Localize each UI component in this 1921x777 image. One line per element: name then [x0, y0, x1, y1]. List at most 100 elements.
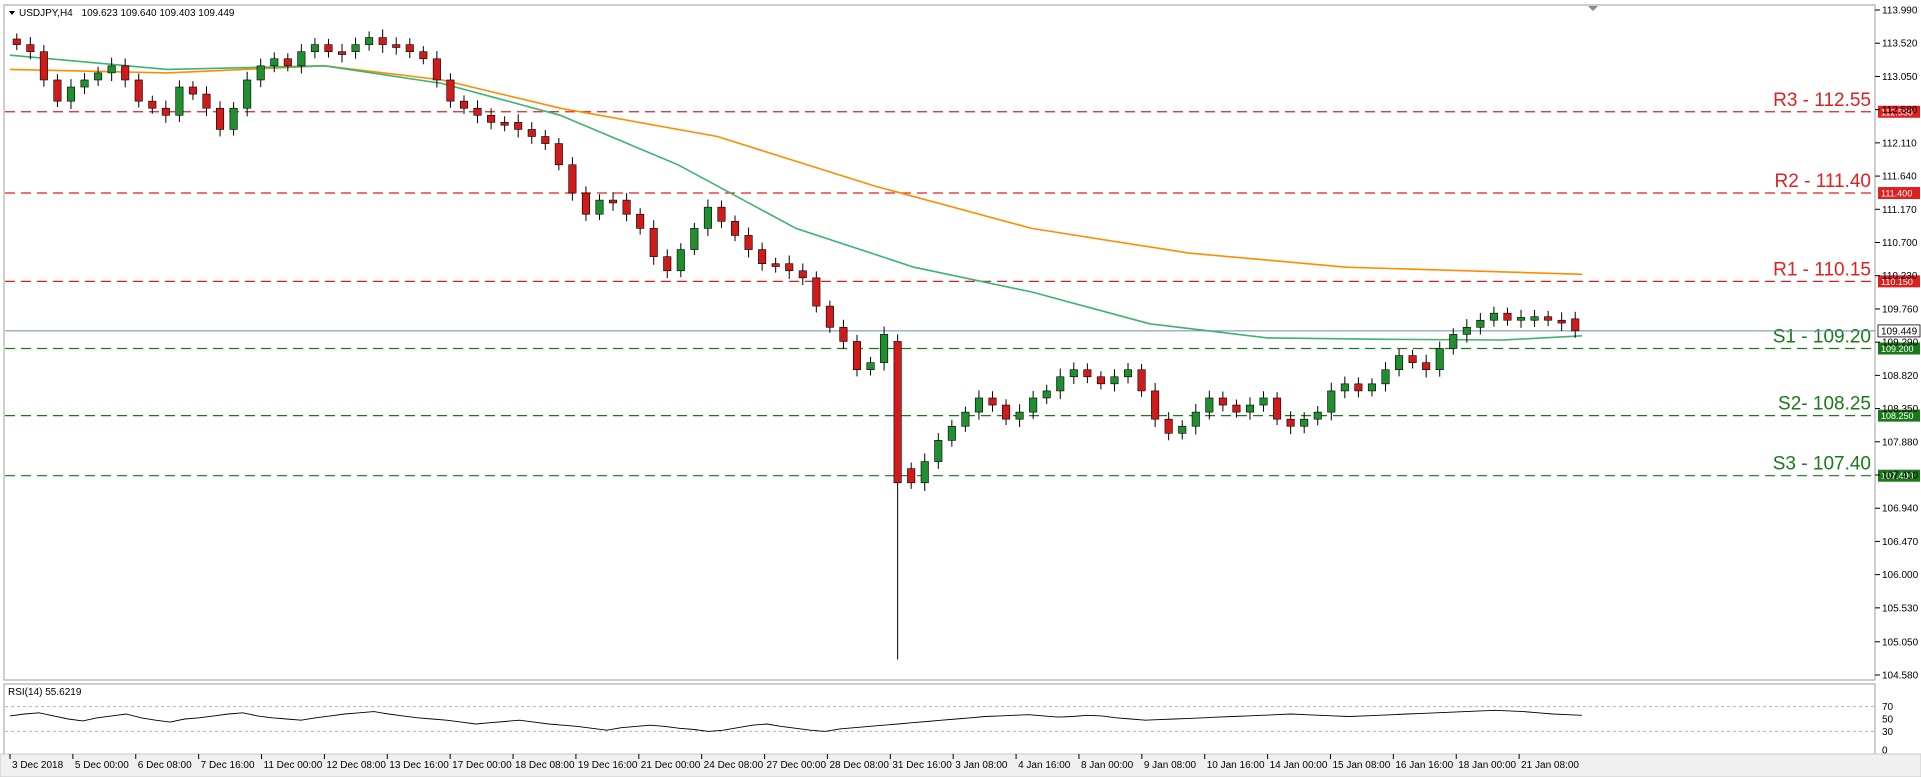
candle-body-82 — [1123, 369, 1133, 378]
candle-body-60 — [825, 305, 834, 328]
candle-body-42 — [581, 192, 590, 215]
level-tag-bg-3 — [1878, 342, 1920, 355]
candle-body-76 — [1042, 390, 1051, 399]
level-tag-5: 107.400 — [1881, 471, 1914, 481]
ma-slow-line — [9, 64, 1583, 276]
time-tick-label-10: 21 Dec 00:00 — [641, 760, 701, 771]
candle-body-9 — [134, 79, 143, 102]
candle-body-81 — [1110, 376, 1119, 385]
collapse-triangle-icon[interactable] — [9, 11, 15, 15]
ma-fast-line — [9, 54, 1583, 341]
level-tag-1: 111.400 — [1881, 189, 1912, 199]
time-tick-label-3: 7 Dec 16:00 — [201, 760, 255, 771]
candle-body-38 — [527, 129, 536, 137]
candle-body-12 — [175, 86, 184, 116]
candle-body-89 — [1218, 397, 1227, 406]
candle-body-94 — [1286, 418, 1295, 427]
time-tick-label-14: 31 Dec 16:00 — [892, 760, 952, 771]
time-tick-label-12: 27 Dec 00:00 — [767, 760, 827, 771]
level-label-4: S2- 108.25 — [1778, 394, 1871, 415]
time-tick-label-17: 8 Jan 00:00 — [1081, 760, 1134, 771]
time-tick-label-18: 9 Jan 08:00 — [1144, 760, 1197, 771]
rsi-label: RSI(14) 55.6219 — [8, 687, 82, 698]
candle-body-22 — [310, 44, 319, 52]
rsi-panel-frame — [3, 683, 1876, 755]
candle-body-34 — [473, 107, 482, 116]
candle-body-55 — [758, 249, 767, 265]
time-tick-label-11: 24 Dec 08:00 — [704, 760, 764, 771]
time-tick-label-4: 11 Dec 00:00 — [264, 760, 323, 771]
candle-body-26 — [365, 37, 374, 45]
candle-body-70 — [961, 411, 970, 427]
candle-body-17 — [243, 79, 252, 109]
candle-body-10 — [148, 100, 157, 109]
time-tick-label-20: 14 Jan 00:00 — [1270, 760, 1328, 771]
level-label-1: R2 - 111.40 — [1775, 171, 1871, 192]
candle-body-112 — [1530, 316, 1539, 321]
time-axis: 3 Dec 2018 5 Dec 00:00 6 Dec 08:00 7 Dec 16… — [9, 754, 1579, 771]
candle-body-3 — [53, 79, 62, 102]
candle-body-103 — [1408, 355, 1417, 363]
candle-body-63 — [866, 362, 875, 371]
candle-body-65 — [893, 341, 902, 484]
candle-body-97 — [1327, 390, 1336, 413]
candle-body-85 — [1164, 418, 1173, 434]
candle-body-39 — [541, 136, 550, 144]
level-label-2: R1 - 110.15 — [1773, 259, 1871, 280]
candle-body-80 — [1096, 376, 1105, 385]
candle-body-74 — [1015, 411, 1024, 420]
candle-body-91 — [1245, 404, 1255, 413]
price-tick-label-9: 109.760 — [1882, 304, 1919, 315]
time-tick-label-2: 6 Dec 08:00 — [138, 760, 192, 771]
time-tick-label-7: 17 Dec 00:00 — [452, 760, 512, 771]
candle-body-75 — [1029, 397, 1038, 413]
candle-body-0 — [12, 38, 21, 45]
candle-body-13 — [188, 86, 197, 95]
level-tag-2: 110.150 — [1881, 277, 1913, 287]
price-tick-label-10: 109.290 — [1882, 338, 1919, 349]
candle-body-1 — [26, 44, 35, 52]
level-label-3: S1 - 109.20 — [1773, 327, 1871, 348]
level-tag-bg-1 — [1878, 187, 1920, 200]
time-tick-label-5: 12 Dec 08:00 — [326, 760, 386, 771]
time-tick-label-24: 21 Jan 08:00 — [1521, 760, 1579, 771]
rsi-line — [9, 709, 1583, 732]
price-tick-label-12: 108.350 — [1882, 404, 1919, 415]
candle-body-54 — [744, 235, 753, 250]
candle-body-27 — [378, 37, 387, 45]
rsi-tick-label-2: 30 — [1882, 727, 1894, 738]
candle-body-30 — [419, 51, 428, 60]
candle-body-28 — [392, 44, 401, 48]
levels-layer: R3 - 112.55 112.550 R2 - 111.40 111.400 R1 -… — [5, 90, 1921, 482]
price-tick-label-19: 105.050 — [1882, 637, 1919, 648]
price-tick-label-8: 110.230 — [1882, 271, 1918, 282]
moving-averages-layer — [9, 54, 1583, 341]
candle-body-101 — [1381, 369, 1390, 385]
candle-body-105 — [1435, 348, 1444, 371]
price-axis: 113.990 113.520 113.050 112.580 112.110 111.6… — [1875, 6, 1919, 682]
candle-body-51 — [703, 206, 712, 229]
candle-body-84 — [1151, 390, 1160, 420]
candle-body-86 — [1178, 425, 1187, 434]
candle-body-78 — [1069, 369, 1078, 378]
level-tag-4: 108.250 — [1881, 411, 1914, 421]
level-tag-bg-4 — [1878, 409, 1920, 422]
current-price-tag: 109.449 — [1881, 326, 1918, 337]
candle-body-62 — [852, 341, 862, 371]
main-panel-frame — [3, 4, 1876, 681]
candle-body-73 — [1002, 404, 1011, 420]
candle-body-24 — [337, 51, 347, 55]
candle-body-35 — [487, 114, 496, 123]
candle-body-20 — [283, 58, 292, 67]
price-tick-label-16: 106.470 — [1882, 537, 1919, 548]
candle-body-59 — [812, 277, 821, 307]
time-tick-label-6: 13 Dec 16:00 — [389, 760, 449, 771]
level-tag-bg-0 — [1878, 105, 1920, 118]
time-tick-label-15: 3 Jan 08:00 — [955, 760, 1008, 771]
candle-body-19 — [270, 58, 279, 67]
time-tick-label-16: 4 Jan 16:00 — [1018, 760, 1071, 771]
shift-marker-icon[interactable] — [1588, 6, 1598, 11]
candle-body-6 — [94, 72, 103, 81]
